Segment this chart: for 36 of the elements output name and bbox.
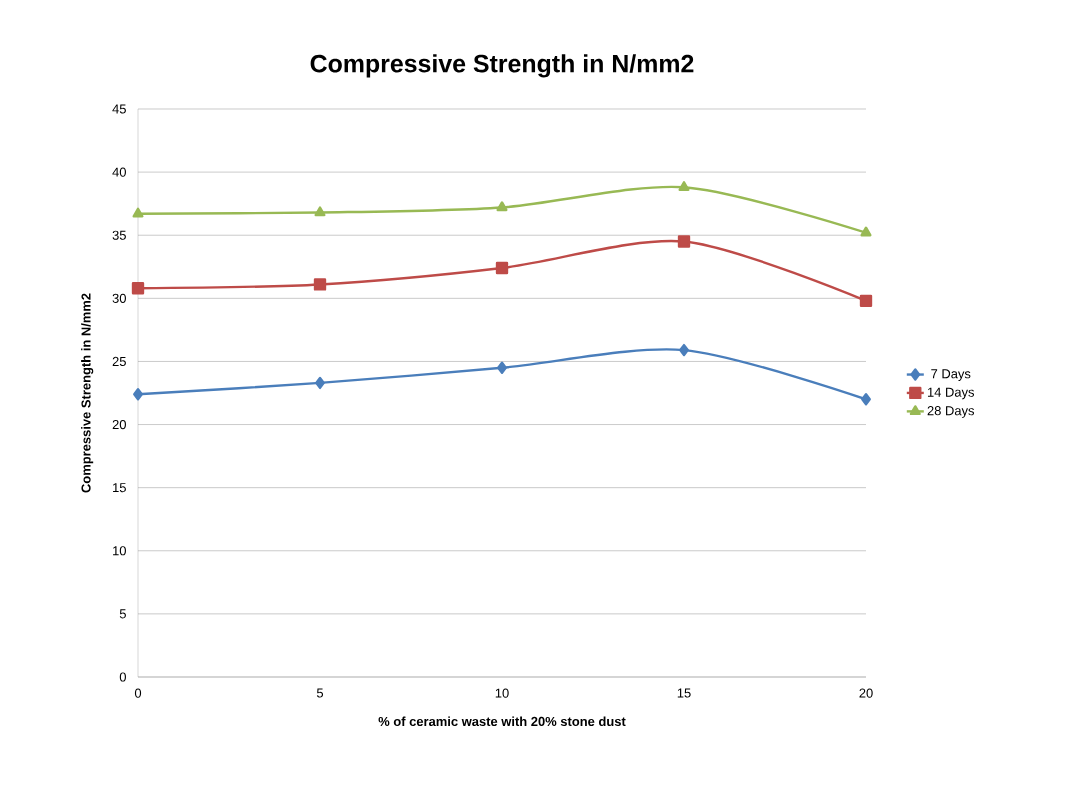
point: [861, 393, 871, 406]
point: [679, 343, 689, 357]
y-tick-label: 40: [112, 167, 126, 177]
x-tick-label: 15: [677, 688, 691, 698]
y-tick-label: 0: [119, 672, 126, 682]
x-tick-label: 5: [316, 688, 324, 698]
point: [495, 261, 509, 275]
legend-label: 28 Days: [927, 406, 975, 418]
y-tick-label: 45: [112, 104, 126, 114]
point: [133, 388, 143, 401]
point: [315, 376, 325, 390]
point: [859, 294, 873, 308]
point: [497, 361, 507, 374]
y-tick-label: 10: [113, 546, 126, 556]
point: [131, 282, 145, 295]
legend-label: 14 Days: [927, 387, 975, 400]
legend-label: 7 Days: [931, 369, 971, 381]
point: [132, 207, 144, 218]
x-tick-label: 20: [859, 688, 873, 698]
y-tick-label: 35: [112, 230, 126, 240]
x-axis-title: % of ceramic waste with 20% stone dust: [378, 716, 626, 727]
y-tick-label: 30: [112, 293, 126, 303]
y-axis-title: Compressive Strength in N/mm2: [81, 293, 94, 493]
point: [313, 278, 327, 291]
y-tick-label: 20: [112, 419, 126, 430]
point: [860, 226, 872, 237]
y-tick-label: 25: [112, 356, 126, 367]
y-tick-label: 15: [113, 483, 126, 493]
y-tick-label: 5: [119, 609, 126, 619]
point: [496, 201, 508, 212]
x-tick-label: 10: [495, 688, 509, 698]
chart-title: Compressive Strength in N/mm2: [310, 54, 694, 78]
point: [677, 235, 691, 248]
point: [678, 181, 690, 191]
x-tick-label: 0: [134, 688, 142, 698]
point: [314, 206, 326, 217]
